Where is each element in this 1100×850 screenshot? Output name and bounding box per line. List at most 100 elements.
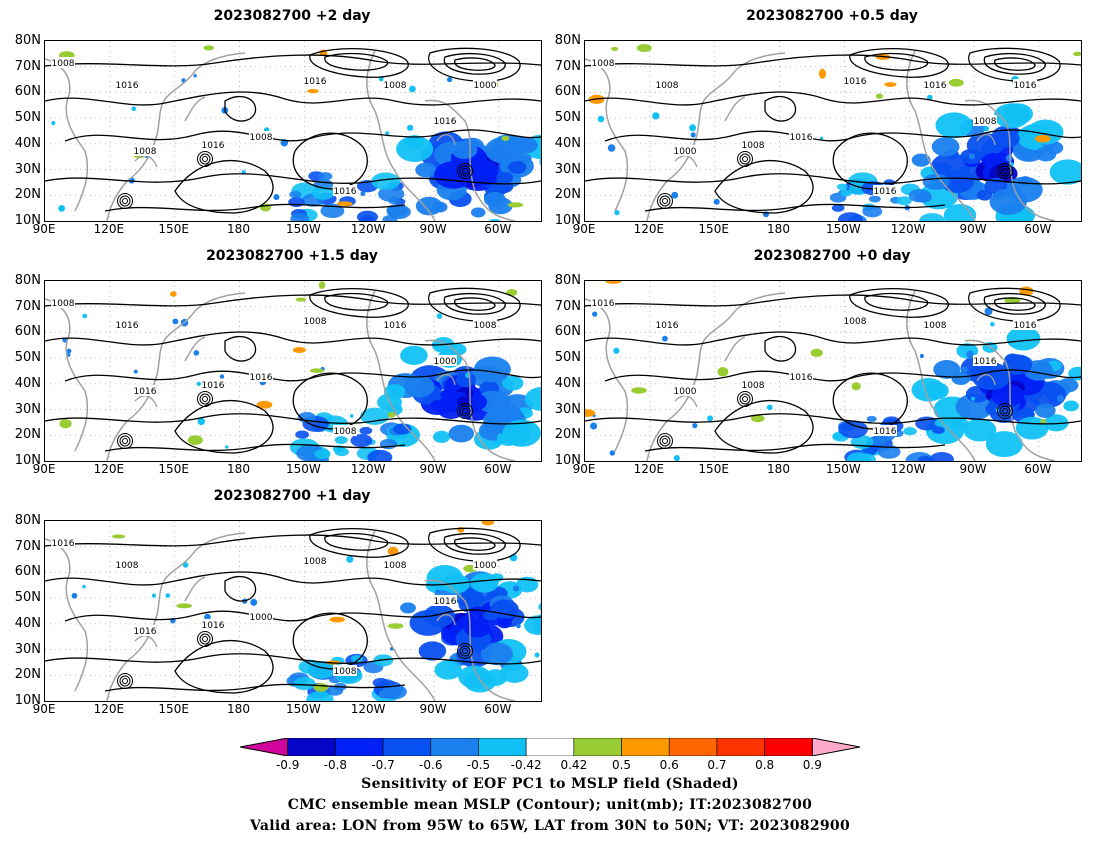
isobar bbox=[309, 287, 409, 318]
isobar bbox=[604, 369, 1081, 382]
sensitivity-positive bbox=[187, 435, 203, 445]
sensitivity-blob bbox=[415, 162, 437, 178]
svg-text:1008: 1008 bbox=[334, 427, 357, 437]
sensitivity-blob bbox=[288, 197, 305, 208]
sensitivity-blob bbox=[896, 196, 912, 206]
contour-label: 1016 bbox=[873, 425, 897, 437]
sensitivity-blob bbox=[455, 372, 477, 388]
isobar bbox=[864, 292, 929, 311]
lat-label: 40N bbox=[14, 375, 41, 391]
sensitivity-speck bbox=[966, 350, 974, 358]
svg-text:1016: 1016 bbox=[874, 187, 897, 197]
sensitivity-blob bbox=[837, 212, 863, 221]
isobar bbox=[983, 53, 1046, 75]
sensitivity-blob bbox=[854, 453, 877, 461]
isobar bbox=[585, 294, 1081, 307]
isobar bbox=[45, 413, 541, 425]
low-center bbox=[459, 405, 471, 417]
contour-label: 1016 bbox=[249, 371, 273, 383]
sensitivity-blob bbox=[932, 426, 945, 434]
sensitivity-speck bbox=[707, 415, 714, 422]
svg-text:1016: 1016 bbox=[116, 321, 139, 331]
isobar bbox=[764, 336, 797, 362]
lat-label: 20N bbox=[554, 427, 581, 443]
low-center bbox=[662, 198, 668, 204]
svg-text:1016: 1016 bbox=[304, 77, 327, 87]
lat-label: 50N bbox=[554, 350, 581, 366]
colorbar-segment bbox=[668, 737, 718, 757]
colorbar-tick-label: 0.6 bbox=[659, 758, 679, 772]
sensitivity-speck bbox=[66, 348, 72, 354]
sensitivity-speck bbox=[131, 106, 137, 112]
svg-text:1008: 1008 bbox=[334, 667, 357, 677]
sensitivity-blob bbox=[488, 197, 513, 215]
sensitivity-positive bbox=[585, 409, 596, 417]
sensitivity-speck bbox=[819, 136, 824, 140]
sensitivity-blob bbox=[831, 204, 845, 212]
lon-label: 90E bbox=[32, 222, 56, 236]
caption-line-3: Valid area: LON from 95W to 65W, LAT fro… bbox=[249, 818, 851, 834]
sensitivity-speck bbox=[182, 562, 189, 568]
low-center bbox=[462, 408, 468, 414]
sensitivity-speck bbox=[713, 198, 720, 205]
colorbar-segment bbox=[525, 737, 575, 757]
sensitivity-positive bbox=[309, 368, 325, 373]
low-center bbox=[117, 193, 133, 209]
colorbar-tick-label: -0.7 bbox=[371, 758, 395, 772]
isobar bbox=[64, 369, 541, 382]
lon-label: 180 bbox=[767, 222, 790, 236]
sensitivity-blob bbox=[985, 431, 1023, 458]
svg-text:1016: 1016 bbox=[656, 321, 679, 331]
lat-label: 10N bbox=[14, 453, 41, 468]
lon-label: 120E bbox=[93, 462, 125, 476]
sensitivity-speck bbox=[225, 445, 229, 449]
lat-label: 70N bbox=[554, 298, 581, 314]
caption-line-1: Sensitivity of EOF PC1 to MSLP field (Sh… bbox=[361, 776, 739, 792]
isobar bbox=[864, 52, 929, 71]
sensitivity-blob bbox=[383, 384, 406, 400]
sensitivity-speck bbox=[436, 313, 443, 319]
sensitivity-blob bbox=[403, 375, 435, 398]
svg-text:1016: 1016 bbox=[250, 373, 273, 383]
sensitivity-positive bbox=[875, 93, 884, 99]
map-plot: 1008 1016 1008 1016 1016 1008 1016 1000 1008 1016 bbox=[44, 280, 542, 462]
sensitivity-blob bbox=[1006, 326, 1041, 351]
isobar bbox=[443, 533, 506, 555]
sensitivity-blob bbox=[833, 433, 844, 440]
isobar bbox=[443, 293, 506, 315]
sensitivity-blob bbox=[367, 449, 393, 461]
isobar bbox=[45, 331, 541, 346]
isobar bbox=[968, 47, 1061, 82]
lat-label: 50N bbox=[14, 350, 41, 366]
sensitivity-speck bbox=[385, 131, 390, 136]
svg-text:1008: 1008 bbox=[52, 59, 75, 69]
sensitivity-speck bbox=[82, 584, 86, 589]
contour-label: 1008 bbox=[741, 379, 765, 391]
lat-label: 80N bbox=[14, 273, 41, 288]
sensitivity-blob bbox=[489, 405, 505, 417]
sensitivity-speck bbox=[193, 350, 200, 356]
isobar bbox=[224, 336, 257, 362]
svg-text:1016: 1016 bbox=[384, 321, 407, 331]
sensitivity-blob bbox=[929, 452, 954, 461]
map-plot: 1008 1008 1016 1016 1008 1016 1000 1008 1016 1016 bbox=[584, 40, 1082, 222]
isobar bbox=[604, 129, 1081, 142]
lon-label: 90W bbox=[419, 462, 447, 476]
lat-label: 60N bbox=[14, 324, 41, 340]
isobar bbox=[994, 57, 1036, 71]
colorbar-segment bbox=[430, 737, 479, 757]
contour-label: 1000 bbox=[473, 79, 497, 91]
isobar bbox=[292, 372, 368, 430]
sensitivity-speck bbox=[970, 396, 976, 401]
svg-text:1000: 1000 bbox=[674, 387, 697, 397]
sensitivity-blob bbox=[334, 436, 348, 444]
sensitivity-positive bbox=[507, 202, 524, 208]
sensitivity-blob bbox=[838, 420, 868, 439]
sensitivity-blob bbox=[862, 205, 883, 218]
sensitivity-blob bbox=[360, 215, 375, 221]
svg-text:1016: 1016 bbox=[592, 299, 615, 309]
sensitivity-blob bbox=[463, 618, 491, 638]
sensitivity-blob bbox=[1035, 403, 1056, 418]
contour-label: 1008 bbox=[923, 319, 947, 331]
isobar bbox=[849, 287, 949, 318]
